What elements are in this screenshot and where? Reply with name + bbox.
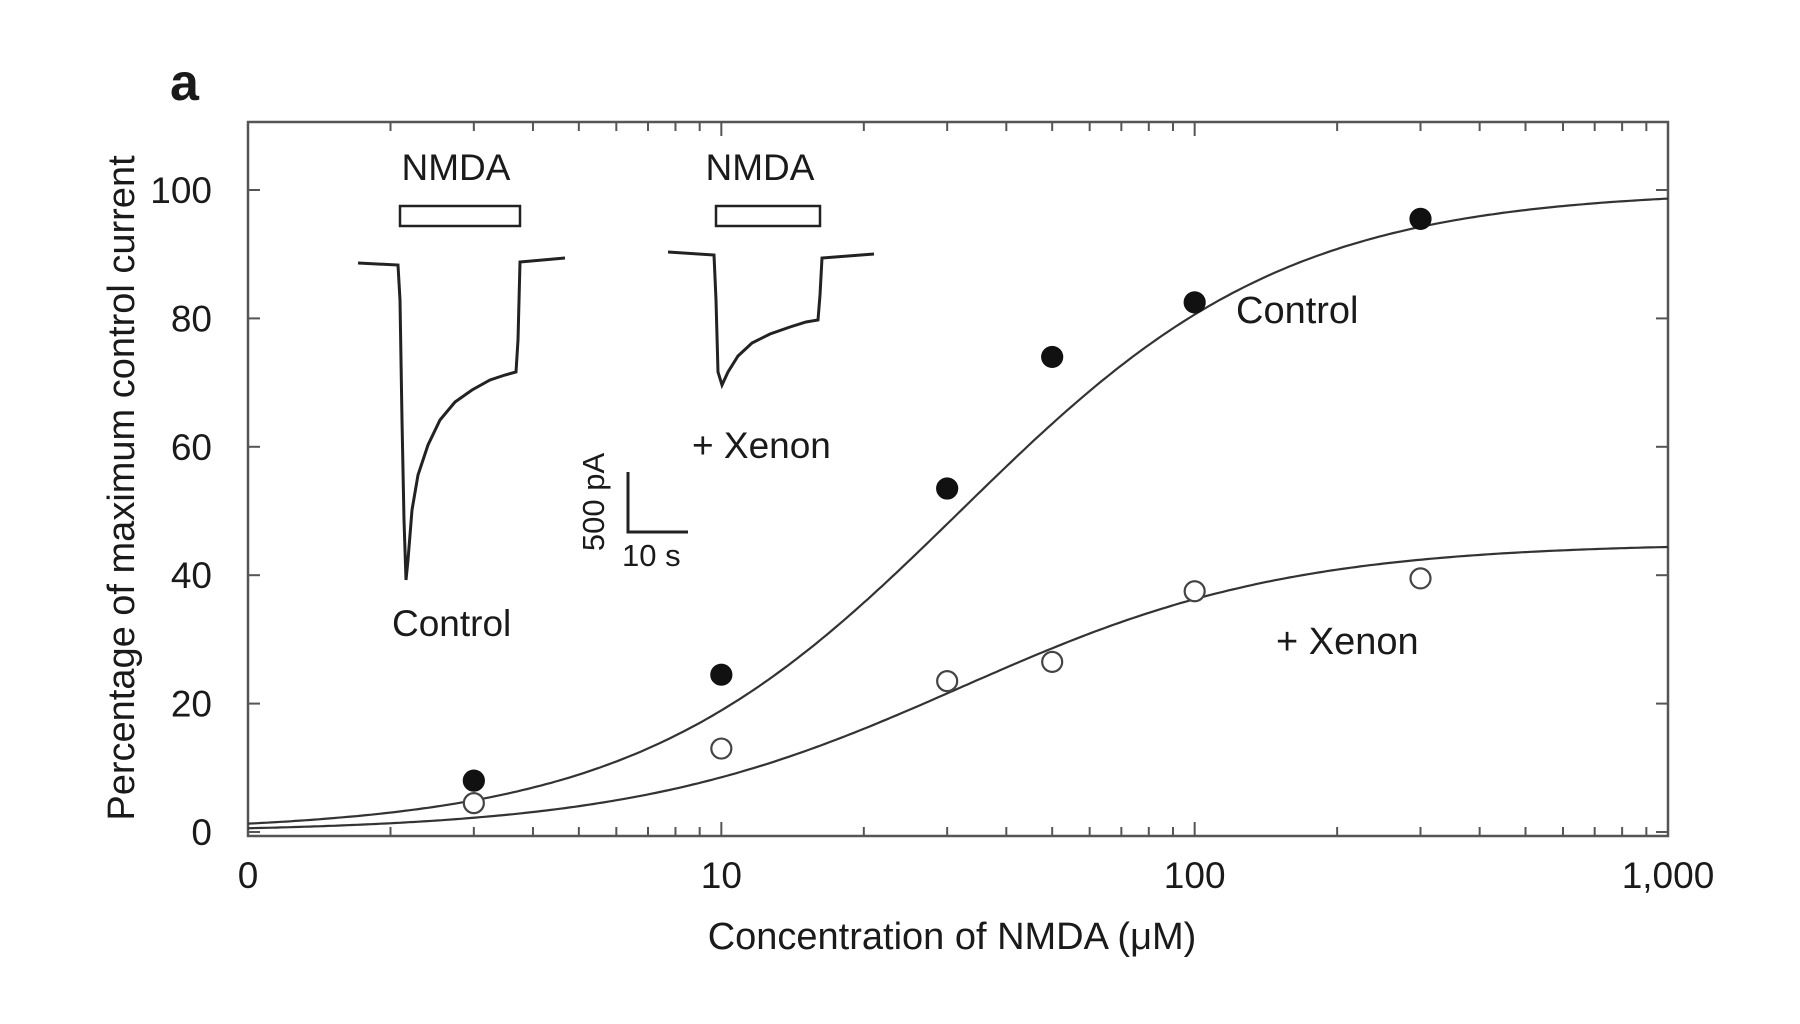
control-fit-curve [247,197,1669,825]
nmda-label-xenon: NMDA [706,147,815,188]
nmda-label-control: NMDA [402,147,511,188]
y-tick-label: 100 [150,170,212,211]
control-point [1409,207,1432,230]
x-tick-labels: 0 10 100 1,000 [238,855,1715,896]
control-point [710,663,733,686]
control-point [1183,291,1206,314]
x-tick-label: 10 [701,855,742,896]
y-tick-label: 0 [191,812,212,853]
nmda-bar-control [398,204,522,228]
scale-bar [626,472,688,534]
control-point [462,769,485,792]
plot-frame [246,120,1670,838]
xenon-point [936,670,959,693]
nmda-bar-xenon [714,204,822,228]
y-tick-label: 60 [171,427,212,468]
control-point [936,477,959,500]
y-axis-label: Percentage of maximum control current [101,155,143,821]
y-tick-label: 80 [171,298,212,339]
data-points [462,207,1432,815]
xenon-point [1409,567,1432,590]
xenon-series-label: + Xenon [1276,621,1419,663]
xenon-point [710,737,733,760]
xenon-trace-label: + Xenon [692,425,831,466]
xenon-current-trace [667,250,875,390]
control-point [1041,345,1064,369]
y-tick-label: 20 [171,684,212,725]
y-tick-labels: 0 20 40 60 80 100 [150,170,212,853]
x-tick-label: 1,000 [1622,855,1715,896]
control-current-trace [357,256,566,581]
y-tick-label: 40 [171,555,212,596]
xenon-fit-curve [247,545,1669,830]
control-trace-label: Control [392,603,511,644]
x-tick-label: 100 [1164,855,1226,896]
scale-bar-current-label: 500 pA [576,453,611,552]
x-tick-label: 0 [238,855,259,896]
current-trace-inset: NMDA Control NMDA + Xenon 500 pA 10 s [357,147,875,644]
xenon-point [462,792,485,815]
panel-letter: a [170,54,200,112]
scale-bar-time-label: 10 s [622,538,681,573]
xenon-point [1041,650,1064,673]
x-axis-label: Concentration of NMDA (μM) [708,916,1197,958]
axis-ticks [247,122,1669,836]
xenon-point [1183,580,1206,603]
control-series-label: Control [1236,290,1359,332]
